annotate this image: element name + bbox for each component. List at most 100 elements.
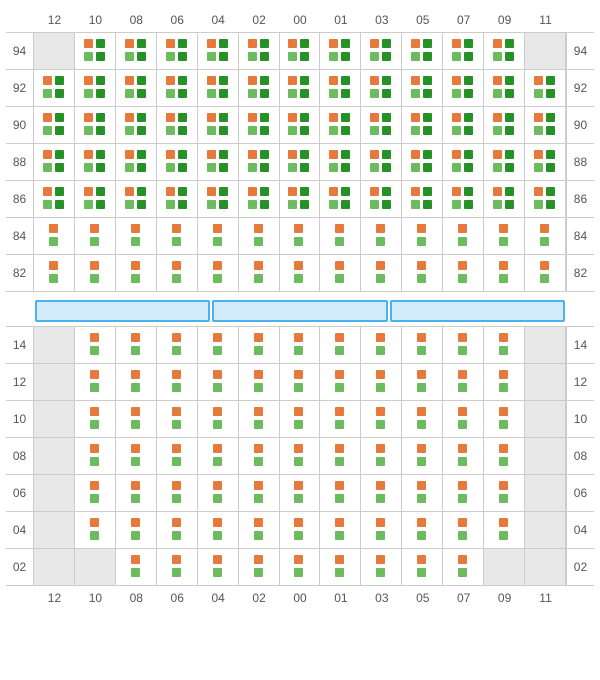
seat-single[interactable]: [458, 370, 468, 394]
seat-double[interactable]: [370, 76, 392, 100]
seat-single[interactable]: [294, 224, 304, 248]
seat-single[interactable]: [458, 407, 468, 431]
seat-single[interactable]: [417, 444, 427, 468]
seat-single[interactable]: [254, 407, 264, 431]
seat-double[interactable]: [166, 150, 188, 174]
seat-single[interactable]: [131, 407, 141, 431]
seat-single[interactable]: [172, 370, 182, 394]
seat-double[interactable]: [493, 113, 515, 137]
seat-double[interactable]: [125, 76, 147, 100]
seat-double[interactable]: [329, 76, 351, 100]
seat-single[interactable]: [294, 555, 304, 579]
seat-double[interactable]: [248, 113, 270, 137]
seat-single[interactable]: [458, 224, 468, 248]
seat-single[interactable]: [131, 370, 141, 394]
seat-double[interactable]: [166, 113, 188, 137]
seat-single[interactable]: [172, 261, 182, 285]
seat-single[interactable]: [376, 333, 386, 357]
seat-double[interactable]: [166, 76, 188, 100]
seat-single[interactable]: [294, 481, 304, 505]
seat-single[interactable]: [213, 370, 223, 394]
seat-double[interactable]: [493, 76, 515, 100]
seat-single[interactable]: [131, 261, 141, 285]
seat-single[interactable]: [499, 370, 509, 394]
seat-single[interactable]: [131, 224, 141, 248]
seat-single[interactable]: [376, 224, 386, 248]
seat-single[interactable]: [172, 555, 182, 579]
seat-single[interactable]: [213, 444, 223, 468]
seat-single[interactable]: [335, 518, 345, 542]
seat-single[interactable]: [335, 224, 345, 248]
seat-single[interactable]: [417, 555, 427, 579]
seat-single[interactable]: [213, 555, 223, 579]
seat-single[interactable]: [417, 370, 427, 394]
seat-single[interactable]: [90, 224, 100, 248]
seat-single[interactable]: [254, 333, 264, 357]
seat-single[interactable]: [172, 224, 182, 248]
seat-double[interactable]: [84, 150, 106, 174]
seat-single[interactable]: [458, 444, 468, 468]
seat-double[interactable]: [370, 113, 392, 137]
seat-double[interactable]: [207, 187, 229, 211]
seat-single[interactable]: [131, 444, 141, 468]
seat-double[interactable]: [288, 187, 310, 211]
seat-double[interactable]: [411, 150, 433, 174]
seat-single[interactable]: [254, 518, 264, 542]
seat-single[interactable]: [417, 481, 427, 505]
seat-single[interactable]: [294, 333, 304, 357]
seat-double[interactable]: [411, 113, 433, 137]
seat-single[interactable]: [499, 261, 509, 285]
seat-double[interactable]: [329, 113, 351, 137]
seat-single[interactable]: [458, 261, 468, 285]
seat-single[interactable]: [294, 407, 304, 431]
seat-single[interactable]: [335, 555, 345, 579]
seat-double[interactable]: [248, 39, 270, 63]
seat-double[interactable]: [534, 113, 556, 137]
seat-double[interactable]: [43, 150, 65, 174]
seat-double[interactable]: [125, 150, 147, 174]
seat-single[interactable]: [376, 261, 386, 285]
seat-single[interactable]: [335, 261, 345, 285]
seat-single[interactable]: [172, 333, 182, 357]
seat-single[interactable]: [254, 555, 264, 579]
seat-single[interactable]: [213, 261, 223, 285]
seat-double[interactable]: [411, 39, 433, 63]
seat-single[interactable]: [294, 261, 304, 285]
seat-double[interactable]: [84, 187, 106, 211]
seat-double[interactable]: [288, 113, 310, 137]
seat-single[interactable]: [131, 333, 141, 357]
seat-single[interactable]: [458, 518, 468, 542]
seat-single[interactable]: [213, 518, 223, 542]
seat-single[interactable]: [540, 261, 550, 285]
seat-single[interactable]: [254, 261, 264, 285]
seat-double[interactable]: [84, 76, 106, 100]
seat-double[interactable]: [166, 187, 188, 211]
seat-single[interactable]: [458, 333, 468, 357]
seat-single[interactable]: [131, 518, 141, 542]
seat-single[interactable]: [294, 444, 304, 468]
seat-single[interactable]: [417, 407, 427, 431]
seat-double[interactable]: [43, 113, 65, 137]
seat-single[interactable]: [90, 370, 100, 394]
seat-single[interactable]: [335, 333, 345, 357]
seat-single[interactable]: [131, 555, 141, 579]
seat-single[interactable]: [90, 444, 100, 468]
seat-single[interactable]: [417, 261, 427, 285]
seat-single[interactable]: [172, 407, 182, 431]
seat-single[interactable]: [417, 333, 427, 357]
seat-single[interactable]: [499, 444, 509, 468]
seat-single[interactable]: [417, 224, 427, 248]
seat-double[interactable]: [493, 150, 515, 174]
seat-double[interactable]: [411, 76, 433, 100]
seat-double[interactable]: [125, 113, 147, 137]
seat-double[interactable]: [248, 150, 270, 174]
seat-double[interactable]: [534, 76, 556, 100]
seat-double[interactable]: [125, 187, 147, 211]
seat-single[interactable]: [213, 224, 223, 248]
seat-single[interactable]: [90, 261, 100, 285]
seat-single[interactable]: [294, 518, 304, 542]
seat-single[interactable]: [172, 518, 182, 542]
seat-single[interactable]: [417, 518, 427, 542]
seat-single[interactable]: [49, 261, 59, 285]
seat-double[interactable]: [329, 39, 351, 63]
